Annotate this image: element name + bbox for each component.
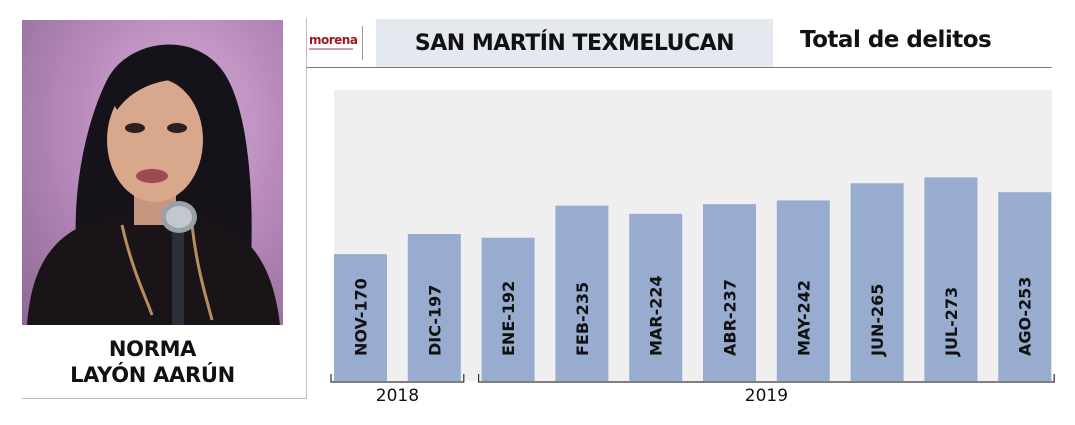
portrait-card: NORMA LAYÓN AARÚN xyxy=(22,18,307,399)
person-name-line1: NORMA xyxy=(108,337,197,361)
person-name-line2: LAYÓN AARÚN xyxy=(70,363,235,387)
bar-label-dic: DIC-197 xyxy=(425,285,444,356)
bar-label-ago: AGO-253 xyxy=(1016,277,1035,356)
bar-nov xyxy=(334,254,387,381)
header-rule xyxy=(307,67,1052,68)
logo-divider xyxy=(362,26,363,60)
bar-jun xyxy=(850,183,904,381)
bar-label-ene: ENE-192 xyxy=(499,281,518,356)
bar-ago xyxy=(998,192,1052,381)
party-logo-text: morena xyxy=(309,33,358,47)
year-label-2018: 2018 xyxy=(376,386,419,406)
speaker-photo xyxy=(22,20,283,325)
year-brackets-group: 2018 2019 xyxy=(330,374,1055,406)
bar-label-nov: NOV-170 xyxy=(352,278,371,356)
speaker-illustration xyxy=(27,44,280,325)
bar-feb xyxy=(555,205,609,381)
bar-labels-group: NOV-170 DIC-197 ENE-192 FEB-235 MAR-224 ABR-2… xyxy=(352,275,1035,357)
party-logo: morena xyxy=(307,19,367,67)
year-bracket-2019 xyxy=(478,374,1055,383)
bar-may xyxy=(776,200,830,381)
bar-label-mar: MAR-224 xyxy=(647,275,666,356)
party-logo-underline xyxy=(309,48,353,50)
place-banner: SAN MARTÍN TEXMELUCAN xyxy=(376,19,773,67)
bar-abr xyxy=(703,204,756,381)
year-label-2019: 2019 xyxy=(745,386,788,406)
bar-jul xyxy=(924,177,978,381)
bar-label-abr: ABR-237 xyxy=(721,279,740,356)
bar-label-jul: JUL-273 xyxy=(942,287,961,357)
bar-label-may: MAY-242 xyxy=(794,280,813,356)
chart-title: Total de delitos xyxy=(800,27,992,53)
bars-group xyxy=(334,177,1052,381)
year-bracket-2018 xyxy=(330,374,465,383)
person-name: NORMA LAYÓN AARÚN xyxy=(22,336,283,388)
bar-ene xyxy=(481,237,535,381)
bar-label-jun: JUN-265 xyxy=(868,284,887,357)
bar-label-feb: FEB-235 xyxy=(573,282,592,356)
bar-mar xyxy=(629,213,683,381)
bar-dic xyxy=(407,234,461,381)
place-title: SAN MARTÍN TEXMELUCAN xyxy=(414,31,735,56)
